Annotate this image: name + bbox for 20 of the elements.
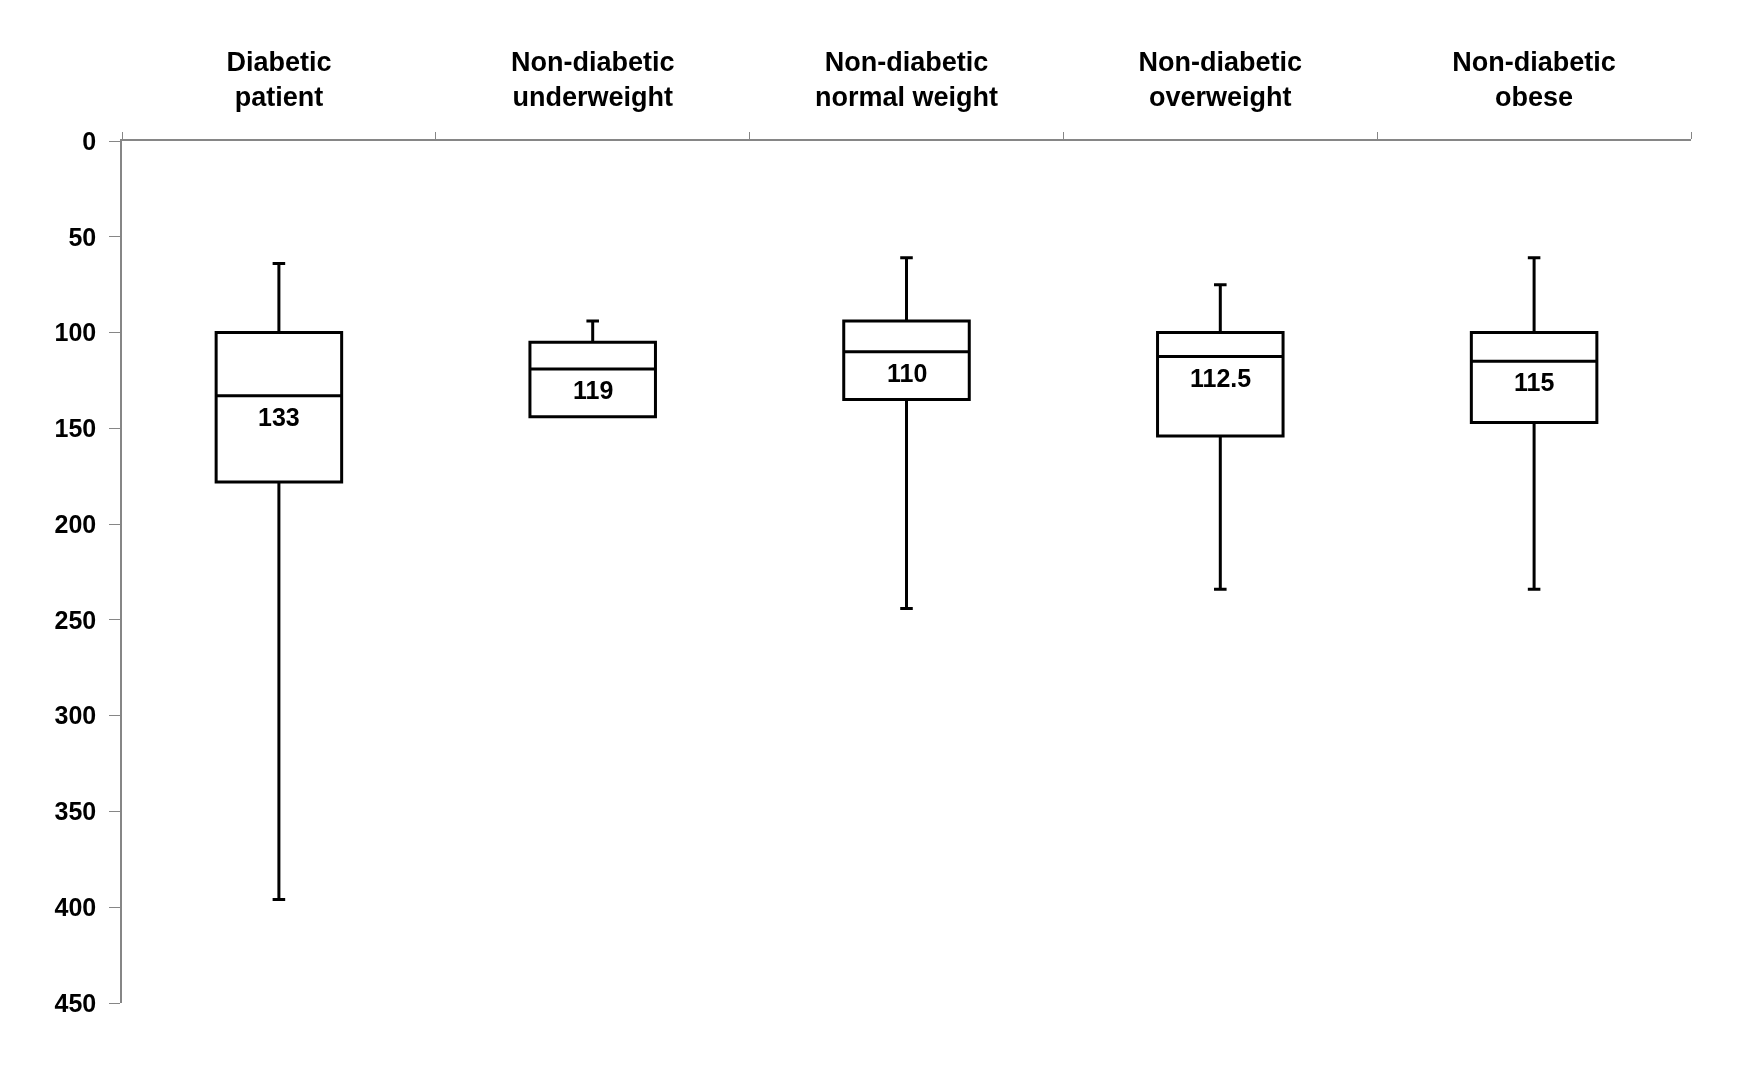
x-tick-label: Non-diabetic underweight	[510, 47, 675, 113]
y-tick-label: 250	[54, 605, 97, 634]
y-tick-label: 150	[54, 414, 97, 443]
y-tick-label: 300	[54, 701, 97, 730]
y-tick-label: 0	[82, 126, 97, 155]
y-tick-label: 50	[68, 222, 97, 251]
x-tick-label: Non-diabetic normal weight	[814, 47, 999, 113]
x-tick-label: Non-diabetic overweight	[1138, 47, 1303, 113]
annotation: 133	[258, 403, 300, 431]
y-tick-label: 100	[54, 318, 97, 347]
x-tick-label: Diabetic patient	[226, 47, 332, 113]
y-tick-label: 350	[54, 797, 97, 826]
annotation: 119	[573, 376, 614, 404]
x-tick-label: Non-diabetic obese	[1452, 47, 1616, 113]
y-tick-label: 450	[54, 988, 97, 1017]
annotation: 112.5	[1190, 364, 1252, 392]
annotation: 110	[887, 359, 928, 387]
y-tick-label: 400	[54, 892, 97, 921]
annotation: 115	[1514, 368, 1555, 396]
y-tick-label: 200	[54, 509, 97, 538]
